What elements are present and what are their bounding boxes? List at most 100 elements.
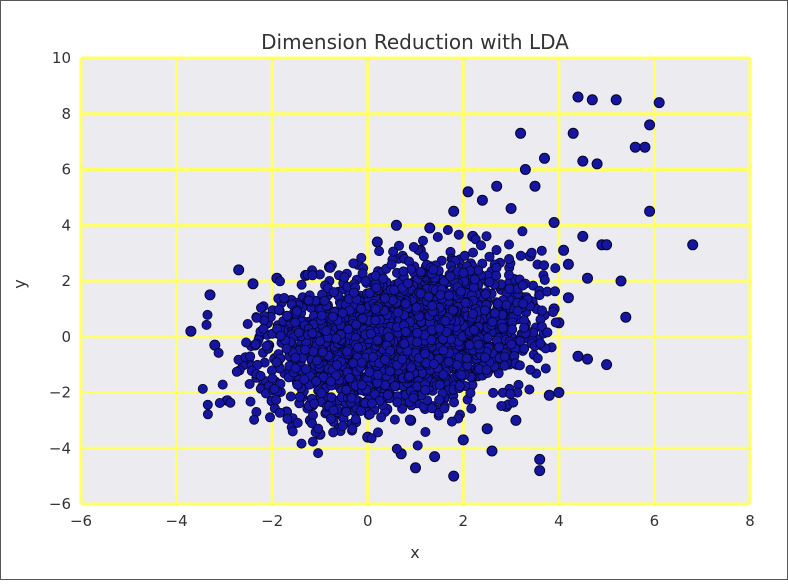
cloud-point <box>360 276 371 287</box>
cloud-point <box>467 247 478 258</box>
cloud-point <box>435 290 446 301</box>
cloud-point <box>443 356 454 367</box>
scatter-point <box>562 258 574 270</box>
cloud-point <box>311 376 322 387</box>
cloud-point <box>356 380 367 391</box>
scatter-point <box>577 230 589 242</box>
cloud-point <box>331 359 342 370</box>
cloud-point <box>408 392 419 403</box>
scatter-point <box>515 127 527 139</box>
cloud-point <box>536 245 547 256</box>
scatter-point <box>247 278 259 290</box>
scatter-point <box>529 180 541 192</box>
cloud-point <box>466 403 477 414</box>
scatter-point <box>567 127 579 139</box>
cloud-point <box>367 352 378 363</box>
cloud-point <box>379 354 390 365</box>
cloud-point <box>404 371 415 382</box>
cloud-point <box>488 387 499 398</box>
scatter-point <box>390 219 402 231</box>
cloud-point <box>428 358 439 369</box>
y-tick-label: 10 <box>52 49 71 67</box>
cloud-point <box>501 300 512 311</box>
cloud-point <box>465 387 476 398</box>
cloud-point <box>397 354 408 365</box>
scatter-point <box>562 292 574 304</box>
cloud-point <box>372 369 383 380</box>
cloud-point <box>438 369 449 380</box>
scatter-point <box>519 164 531 175</box>
cloud-point <box>514 360 525 371</box>
cloud-point <box>202 399 213 410</box>
cloud-point <box>456 369 467 380</box>
cloud-point <box>388 246 399 257</box>
cloud-point <box>317 347 328 358</box>
cloud-point <box>411 302 422 313</box>
scatter-point <box>185 325 197 337</box>
x-tick-label: −2 <box>261 512 283 530</box>
scatter-point <box>505 203 517 214</box>
cloud-point <box>453 229 464 240</box>
cloud-point <box>299 374 310 385</box>
scatter-point <box>534 453 546 465</box>
cloud-point <box>328 427 339 438</box>
scatter-point <box>610 94 622 106</box>
cloud-point <box>508 397 519 408</box>
cloud-point <box>399 338 410 349</box>
dense-point-cloud <box>197 224 561 459</box>
cloud-point <box>271 394 282 405</box>
cloud-point <box>258 323 269 334</box>
cloud-point <box>376 412 387 423</box>
cloud-point <box>197 383 208 394</box>
cloud-point <box>348 287 359 298</box>
x-axis-label: x <box>410 543 419 562</box>
cloud-point <box>519 322 530 333</box>
cloud-point <box>412 327 423 338</box>
cloud-point <box>364 367 375 378</box>
y-tick-label: 6 <box>61 161 71 179</box>
cloud-point <box>526 247 537 258</box>
cloud-point <box>484 276 495 287</box>
cloud-point <box>365 328 376 339</box>
cloud-point <box>339 272 350 283</box>
cloud-point <box>469 274 480 285</box>
scatter-point <box>510 414 522 426</box>
cloud-point <box>273 304 284 315</box>
scatter-point <box>534 465 546 477</box>
cloud-point <box>341 406 352 417</box>
cloud-point <box>518 298 529 309</box>
cloud-point <box>492 298 503 309</box>
cloud-point <box>418 251 429 262</box>
cloud-point <box>356 357 367 368</box>
cloud-point <box>231 366 242 377</box>
cloud-point <box>217 379 228 390</box>
cloud-point <box>264 412 275 423</box>
y-tick-label: −6 <box>49 495 71 513</box>
cloud-point <box>372 427 383 438</box>
cloud-point <box>402 278 413 289</box>
cloud-point <box>487 316 498 327</box>
cloud-point <box>290 363 301 374</box>
cloud-point <box>404 414 415 425</box>
cloud-point <box>542 327 553 338</box>
cloud-point <box>389 414 400 425</box>
cloud-point <box>382 389 393 400</box>
cloud-point <box>201 319 212 330</box>
cloud-point <box>316 388 327 399</box>
cloud-point <box>438 345 449 356</box>
scatter-point <box>457 434 469 446</box>
cloud-point <box>499 351 510 362</box>
cloud-point <box>503 269 514 280</box>
cloud-point <box>271 357 282 368</box>
cloud-point <box>309 398 320 409</box>
scatter-point <box>653 97 665 109</box>
scatter-point <box>429 451 441 463</box>
cloud-point <box>539 274 550 285</box>
cloud-point <box>290 352 301 363</box>
cloud-point <box>458 267 469 278</box>
cloud-point <box>506 339 517 350</box>
cloud-point <box>493 342 504 353</box>
cloud-point <box>296 438 307 449</box>
cloud-point <box>427 300 438 311</box>
cloud-point <box>325 413 336 424</box>
